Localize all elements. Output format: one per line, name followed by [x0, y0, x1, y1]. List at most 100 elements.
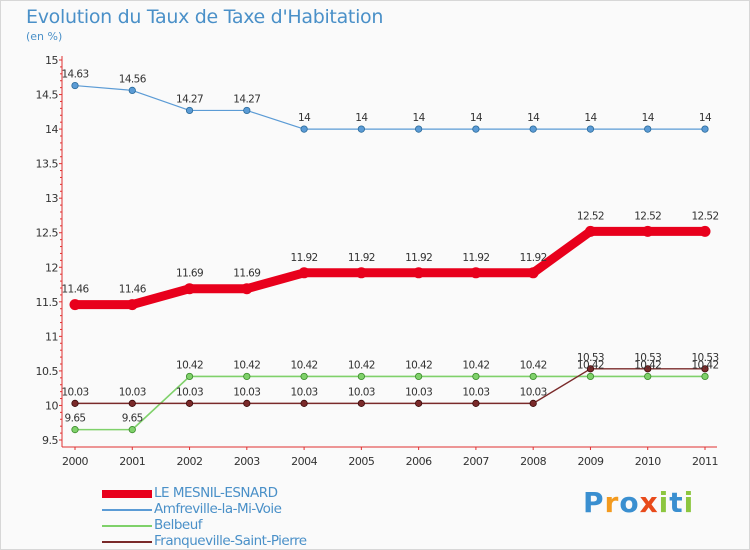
data-point: [126, 299, 138, 311]
data-label: 10.03: [405, 386, 432, 398]
data-label: 14: [527, 112, 540, 124]
legend-swatch: [102, 541, 152, 543]
data-point: [699, 225, 711, 237]
y-tick-label: 12: [45, 261, 58, 274]
data-label: 14: [298, 112, 311, 124]
data-point: [128, 86, 136, 95]
data-label: 11.92: [348, 252, 375, 264]
data-label: 11.92: [405, 252, 432, 264]
data-label: 10.42: [291, 359, 318, 371]
legend-label: Franqueville-Saint-Pierre: [154, 533, 307, 549]
data-label: 10.03: [520, 386, 547, 398]
data-label: 10.53: [634, 352, 661, 364]
data-point: [241, 283, 253, 295]
data-label: 9.65: [122, 413, 143, 425]
logo-letter: P: [583, 486, 605, 519]
y-tick-label: 11.5: [36, 296, 59, 309]
data-label: 10.42: [348, 359, 375, 371]
data-point: [584, 225, 596, 237]
data-label: 10.03: [291, 386, 318, 398]
series-line: [74, 84, 705, 130]
y-tick-label: 10: [45, 399, 58, 412]
data-point: [243, 106, 251, 115]
data-point: [298, 267, 310, 279]
data-point: [300, 399, 308, 407]
logo-letter: t: [669, 486, 684, 519]
data-point: [355, 267, 367, 279]
data-label: 9.65: [65, 413, 86, 425]
x-tick-label: 2011: [692, 455, 718, 468]
x-tick-label: 2002: [177, 455, 203, 468]
data-point: [243, 372, 251, 381]
logo-letter: x: [639, 486, 659, 519]
data-label: 10.03: [61, 386, 88, 398]
legend-swatch: [102, 509, 152, 511]
x-tick-label: 2000: [62, 455, 88, 468]
data-point: [357, 125, 365, 133]
data-point: [357, 399, 365, 407]
data-label: 12.52: [634, 210, 661, 222]
data-point: [415, 125, 423, 133]
data-label: 14.27: [233, 93, 260, 105]
y-tick-label: 13: [45, 192, 58, 205]
data-label: 12.52: [691, 210, 718, 222]
data-point: [644, 372, 652, 381]
logo-letter: i: [683, 486, 695, 519]
data-point: [644, 125, 652, 133]
data-point: [71, 426, 79, 434]
data-point: [527, 267, 539, 279]
data-point: [71, 81, 79, 90]
data-point: [529, 125, 537, 133]
data-point: [644, 365, 652, 373]
data-label: 14: [413, 112, 426, 124]
data-point: [357, 372, 365, 381]
data-point: [642, 225, 654, 237]
legend-label: Amfreville-la-Mi-Voie: [154, 501, 282, 517]
data-label: 11.46: [119, 284, 147, 296]
data-label: 10.03: [233, 386, 260, 398]
data-label: 10.03: [462, 386, 489, 398]
data-point: [701, 125, 709, 133]
data-label: 11.46: [61, 284, 89, 296]
data-point: [586, 365, 595, 373]
data-label: 11.69: [233, 268, 260, 280]
y-tick-label: 14.5: [36, 89, 59, 102]
chart-subtitle: (en %): [26, 30, 63, 43]
data-point: [185, 106, 194, 115]
data-label: 10.53: [691, 352, 718, 364]
legend-label: LE MESNIL-ESNARD: [154, 485, 278, 501]
chart-title: Evolution du Taux de Taxe d'Habitation: [26, 6, 384, 28]
legend-swatch: [102, 490, 152, 498]
data-point: [128, 426, 136, 434]
legend-swatch: [102, 525, 152, 527]
logo-letter: i: [658, 486, 670, 519]
data-label: 10.42: [233, 359, 260, 371]
data-label: 14.56: [119, 73, 147, 85]
data-label: 10.03: [119, 386, 146, 398]
data-label: 10.03: [176, 386, 203, 398]
data-label: 14: [642, 112, 655, 124]
data-label: 11.69: [176, 268, 203, 280]
series-line: [75, 368, 705, 405]
data-point: [472, 372, 480, 381]
data-label: 10.03: [348, 386, 375, 398]
y-tick-label: 12.5: [36, 227, 59, 240]
data-label: 10.42: [520, 359, 547, 371]
data-label: 10.42: [634, 359, 661, 371]
data-label: 10.53: [577, 352, 604, 364]
data-point: [586, 125, 595, 133]
data-point: [128, 399, 136, 407]
x-tick-label: 2010: [635, 455, 661, 468]
data-point: [185, 399, 194, 407]
x-tick-label: 2007: [463, 455, 489, 468]
x-tick-label: 2004: [291, 455, 317, 468]
y-tick-label: 14: [45, 123, 58, 136]
x-tick-label: 2008: [520, 455, 546, 468]
data-label: 14.63: [61, 69, 88, 81]
y-tick-label: 9.5: [42, 434, 58, 447]
logo-letter: o: [619, 486, 640, 519]
data-point: [300, 125, 308, 133]
data-label: 14: [584, 112, 597, 124]
x-tick-label: 2005: [348, 455, 374, 468]
